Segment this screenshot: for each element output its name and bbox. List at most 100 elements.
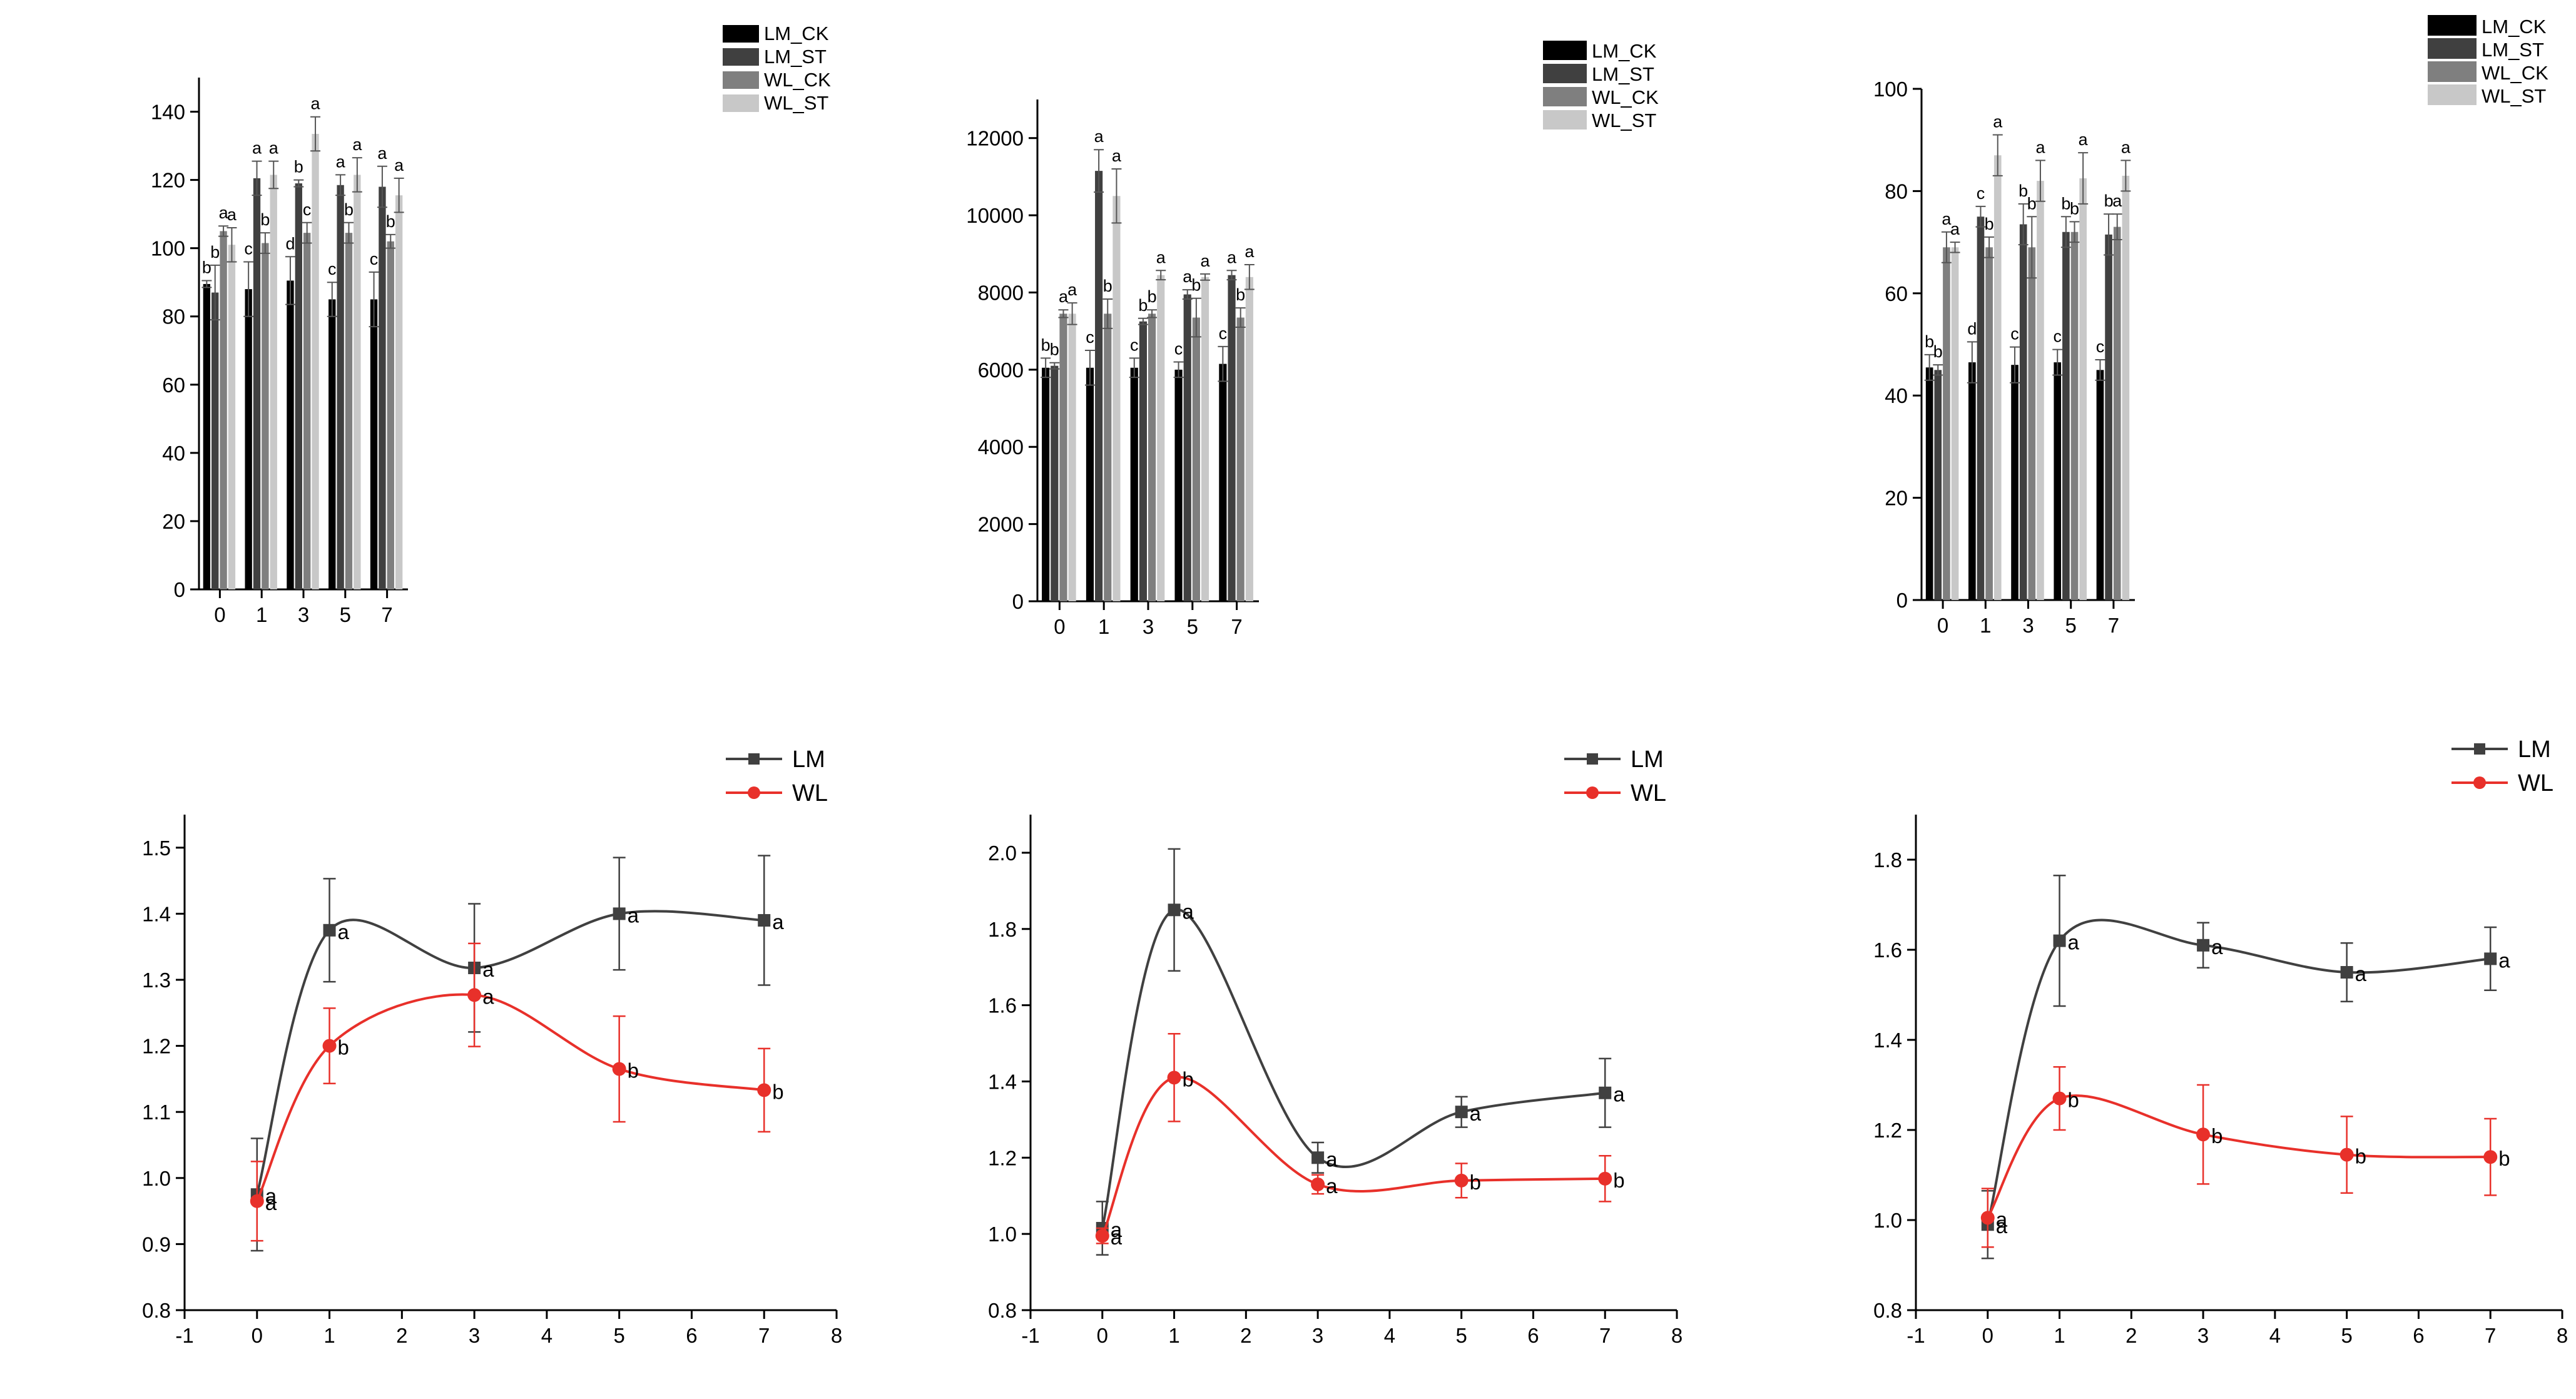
x-tick-label: 2 xyxy=(396,1324,407,1347)
bar-lm-st xyxy=(295,183,302,589)
significance-letter: a xyxy=(1094,127,1104,146)
significance-letter: b xyxy=(772,1080,783,1103)
x-tick-label: 3 xyxy=(469,1324,480,1347)
y-tick-label: 1.2 xyxy=(988,1146,1017,1169)
y-tick-label: 1.0 xyxy=(988,1223,1017,1246)
y-tick-label: 1.4 xyxy=(142,902,171,925)
data-point-wl xyxy=(250,1194,264,1208)
y-tick-label: 4000 xyxy=(978,435,1024,459)
bar-lm-st xyxy=(379,186,386,589)
significance-letter: a xyxy=(1245,242,1255,261)
y-tick-label: 1.5 xyxy=(142,837,171,860)
bar-wl-ck xyxy=(1104,313,1112,601)
legend-swatch xyxy=(1543,41,1587,60)
data-point-wl xyxy=(1598,1171,1612,1186)
y-tick-label: 1.6 xyxy=(988,994,1017,1017)
x-tick-label: 5 xyxy=(1455,1324,1467,1347)
bar-lm-st xyxy=(2105,234,2112,601)
significance-letter: a xyxy=(338,920,350,944)
chart-5: 0.81.01.21.41.61.82.0-1 0 1 2 3 4 5 6 7 8aaaaaaba… xyxy=(988,746,1683,1347)
bar-lm-st xyxy=(2019,224,2027,600)
significance-letter: b xyxy=(2061,194,2070,213)
y-tick-label: 40 xyxy=(1885,384,1908,407)
bar-lm-st xyxy=(1228,275,1236,601)
significance-letter: a xyxy=(377,144,387,163)
y-tick-label: 1.0 xyxy=(142,1167,171,1190)
data-point-lm xyxy=(2197,939,2210,952)
significance-letter: a xyxy=(1470,1102,1482,1125)
y-tick-label: 60 xyxy=(1885,282,1908,305)
significance-letter: b xyxy=(1050,340,1059,359)
y-tick-label: 2.0 xyxy=(988,842,1017,865)
bar-wl-ck xyxy=(262,243,269,589)
significance-letter: a xyxy=(1067,280,1077,299)
series-line-wl xyxy=(255,993,765,1202)
data-point-lm xyxy=(758,913,771,927)
bar-wl-st xyxy=(2079,178,2087,601)
y-tick-label: 12000 xyxy=(966,127,1024,150)
significance-letter: a xyxy=(2121,138,2131,156)
x-tick-label: 0 xyxy=(1937,614,1948,637)
significance-letter: a xyxy=(1201,252,1211,270)
significance-letter: a xyxy=(265,1184,277,1208)
significance-letter: b xyxy=(1236,285,1245,304)
significance-letter: a xyxy=(336,152,346,171)
significance-letter: a xyxy=(628,903,639,927)
significance-letter: a xyxy=(1993,113,2003,131)
significance-letter: a xyxy=(265,1191,277,1214)
y-tick-label: 1.0 xyxy=(1873,1209,1902,1232)
significance-letter: a xyxy=(1613,1083,1625,1106)
bar-wl-st xyxy=(1951,247,1959,600)
legend-label: LM xyxy=(2518,736,2551,763)
bar-wl-ck xyxy=(1059,313,1067,601)
significance-letter: b xyxy=(2498,1147,2510,1170)
bar-lm-ck xyxy=(2054,362,2062,600)
x-tick-label: 0 xyxy=(252,1324,263,1347)
y-tick-label: 1.3 xyxy=(142,969,171,992)
significance-letter: a xyxy=(1156,248,1166,267)
significance-letter: b xyxy=(260,210,270,229)
x-tick-label: 7 xyxy=(381,603,392,626)
significance-letter: b xyxy=(1103,277,1112,295)
legend-label: LM xyxy=(792,746,825,773)
significance-letter: c xyxy=(328,260,337,278)
bar-wl-ck xyxy=(220,231,227,589)
bar-lm-ck xyxy=(328,299,336,589)
x-tick-label: 1 xyxy=(323,1324,335,1347)
x-tick-label: 4 xyxy=(1384,1324,1395,1347)
y-tick-label: 140 xyxy=(151,101,185,124)
bar-lm-st xyxy=(1051,365,1059,601)
legend-swatch xyxy=(2428,38,2477,59)
significance-letter: a xyxy=(1183,267,1193,286)
series-line-lm xyxy=(1101,908,1606,1229)
data-point-wl xyxy=(1095,1229,1109,1243)
significance-letter: a xyxy=(1326,1174,1338,1198)
legend-swatch xyxy=(2428,84,2477,105)
x-tick-label: 4 xyxy=(541,1324,552,1347)
legend-swatch xyxy=(723,25,759,43)
y-tick-label: 60 xyxy=(162,374,185,397)
bar-lm-ck xyxy=(1219,364,1227,601)
data-point-lm xyxy=(1455,1106,1468,1119)
significance-letter: b xyxy=(294,158,303,176)
legend-label: WL_CK xyxy=(2482,62,2548,84)
significance-letter: a xyxy=(1227,248,1237,267)
y-tick-label: 1.6 xyxy=(1873,939,1902,962)
legend-label: WL xyxy=(792,780,828,806)
data-point-lm xyxy=(613,907,626,920)
significance-letter: b xyxy=(2070,199,2079,218)
significance-letter: c xyxy=(2053,327,2062,346)
significance-letter: a xyxy=(772,910,784,934)
data-point-lm xyxy=(1168,903,1181,917)
data-point-wl xyxy=(2339,1147,2354,1162)
data-point-wl xyxy=(757,1083,771,1097)
significance-letter: c xyxy=(1086,328,1094,347)
bar-lm-st xyxy=(1139,321,1147,601)
y-tick-label: 0.8 xyxy=(1873,1299,1902,1322)
x-tick-label: 3 xyxy=(298,603,309,626)
x-tick-label: 6 xyxy=(1527,1324,1539,1347)
bar-wl-st xyxy=(1993,155,2002,600)
significance-letter: b xyxy=(338,1036,349,1059)
significance-letter: b xyxy=(1985,215,1994,233)
